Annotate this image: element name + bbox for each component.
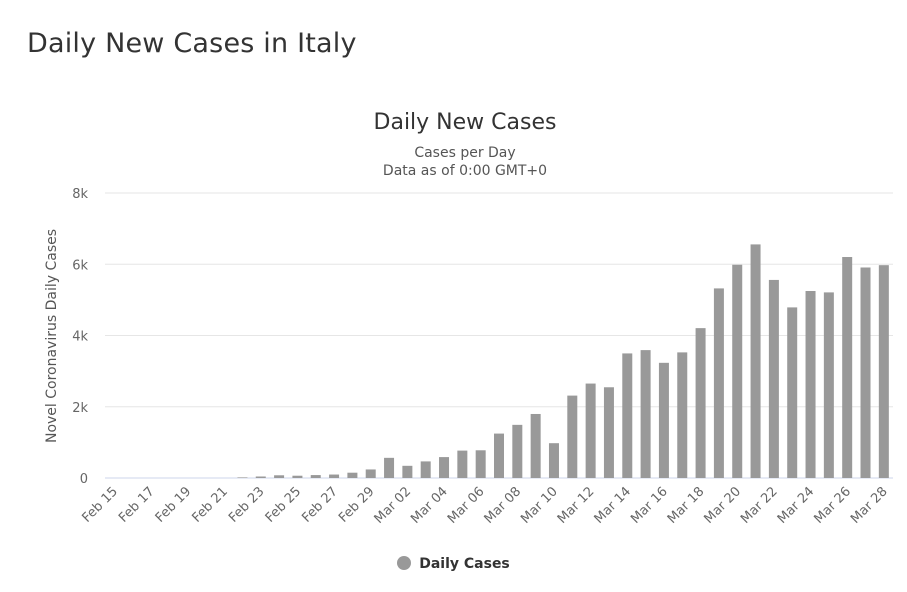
bar-feb-28[interactable]: [347, 472, 358, 478]
bar-mar-12[interactable]: [585, 383, 596, 478]
bars: [237, 244, 889, 478]
bar-mar-04[interactable]: [439, 457, 450, 478]
bar-mar-15[interactable]: [640, 350, 651, 478]
bar-mar-22[interactable]: [768, 279, 779, 478]
chart-title: Daily New Cases: [374, 110, 557, 135]
bar-feb-27[interactable]: [329, 474, 340, 478]
x-tick-label: Feb 25: [263, 484, 305, 526]
x-tick-label: Mar 12: [555, 484, 598, 527]
x-tick-label: Mar 04: [408, 484, 451, 527]
bar-mar-09[interactable]: [530, 413, 541, 478]
bar-mar-03[interactable]: [420, 461, 431, 478]
bar-mar-20[interactable]: [732, 264, 743, 478]
bar-mar-07[interactable]: [494, 433, 504, 478]
bar-feb-23[interactable]: [255, 476, 266, 478]
bar-mar-08[interactable]: [512, 424, 523, 478]
chart-subtitle-line-1: Cases per Day: [414, 145, 515, 161]
bar-feb-22[interactable]: [237, 477, 248, 478]
bar-feb-26[interactable]: [310, 475, 321, 478]
x-tick-label: Feb 15: [79, 484, 121, 526]
bar-mar-01[interactable]: [384, 457, 395, 478]
legend-marker: [397, 556, 412, 570]
y-tick-label: 8k: [72, 187, 88, 202]
legend-label: Daily Cases: [419, 556, 510, 572]
bar-feb-24[interactable]: [274, 475, 285, 478]
x-tick-label: Mar 02: [372, 484, 415, 527]
y-tick-label: 6k: [72, 258, 88, 273]
bar-mar-25[interactable]: [823, 292, 834, 478]
x-tick-label: Mar 14: [592, 484, 635, 527]
x-tick-label: Mar 10: [518, 484, 561, 527]
bar-mar-05[interactable]: [457, 450, 468, 478]
bar-mar-02[interactable]: [402, 465, 413, 478]
legend[interactable]: Daily Cases: [0, 556, 907, 572]
bar-mar-19[interactable]: [713, 288, 724, 478]
x-tick-label: Mar 16: [628, 484, 671, 527]
grid-lines: [105, 192, 893, 479]
x-tick-label: Mar 26: [811, 484, 854, 527]
x-tick-label: Feb 23: [226, 484, 268, 526]
chart-subtitle-line-2: Data as of 0:00 GMT+0: [383, 163, 547, 179]
bar-feb-29[interactable]: [365, 469, 376, 478]
x-tick-label: Mar 22: [738, 484, 781, 527]
x-tick-label: Feb 29: [336, 484, 378, 526]
bar-mar-06[interactable]: [475, 450, 486, 478]
y-tick-label: 0: [80, 472, 88, 487]
bar-mar-10[interactable]: [548, 443, 559, 478]
page-title: Daily New Cases in Italy: [27, 28, 357, 59]
bar-mar-26[interactable]: [842, 257, 853, 478]
bar-mar-24[interactable]: [805, 291, 816, 478]
x-tick-label: Feb 21: [189, 484, 231, 526]
bar-mar-16[interactable]: [658, 362, 669, 478]
x-tick-label: Mar 08: [482, 484, 525, 527]
bar-feb-25[interactable]: [292, 475, 303, 478]
x-tick-label: Mar 20: [701, 484, 744, 527]
x-tick-label: Mar 06: [445, 484, 488, 527]
x-tick-label: Mar 24: [775, 484, 818, 527]
y-tick-label: 2k: [72, 401, 88, 416]
x-tick-label: Feb 19: [153, 484, 195, 526]
bar-mar-27[interactable]: [860, 267, 871, 478]
x-tick-label: Mar 18: [665, 484, 708, 527]
y-tick-labels: 0 2k 4k 6k 8k: [72, 187, 88, 487]
y-tick-label: 4k: [72, 330, 88, 345]
bar-mar-18[interactable]: [695, 328, 706, 478]
x-tick-label: Mar 28: [848, 484, 891, 527]
bar-mar-17[interactable]: [677, 352, 688, 478]
bar-mar-21[interactable]: [750, 244, 761, 478]
bar-mar-28[interactable]: [878, 265, 889, 478]
x-tick-label: Feb 17: [116, 484, 158, 526]
bar-mar-14[interactable]: [622, 353, 633, 478]
bar-mar-23[interactable]: [787, 307, 798, 478]
bar-mar-11[interactable]: [567, 395, 578, 478]
bar-mar-13[interactable]: [603, 387, 614, 478]
y-axis-label: Novel Coronavirus Daily Cases: [44, 229, 60, 443]
x-tick-label: Feb 27: [299, 484, 341, 526]
